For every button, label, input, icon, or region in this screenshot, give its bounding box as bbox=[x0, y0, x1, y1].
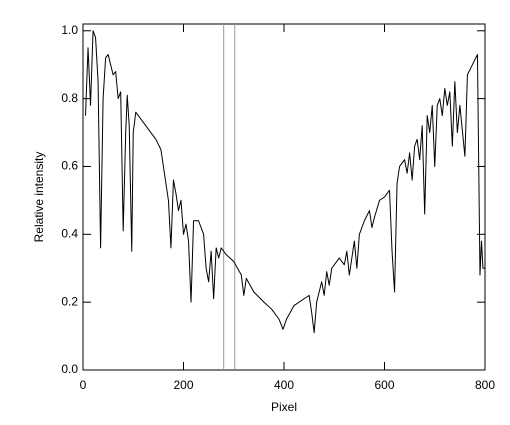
x-tick-label: 0 bbox=[80, 378, 87, 392]
y-tick-label: 1.0 bbox=[61, 23, 78, 37]
x-axis-label: Pixel bbox=[271, 400, 297, 414]
spectrum-line bbox=[85, 30, 485, 334]
y-tick-label: 0.8 bbox=[61, 91, 78, 105]
x-tick-label: 600 bbox=[374, 378, 394, 392]
x-tick-label: 800 bbox=[475, 378, 495, 392]
x-tick-label: 400 bbox=[274, 378, 294, 392]
y-tick-label: 0.0 bbox=[61, 362, 78, 376]
y-tick-label: 0.4 bbox=[61, 226, 78, 240]
y-tick-label: 0.2 bbox=[61, 294, 78, 308]
y-tick-label: 0.6 bbox=[61, 159, 78, 173]
x-tick-label: 200 bbox=[173, 378, 193, 392]
y-axis-label: Relative intensity bbox=[32, 152, 46, 243]
